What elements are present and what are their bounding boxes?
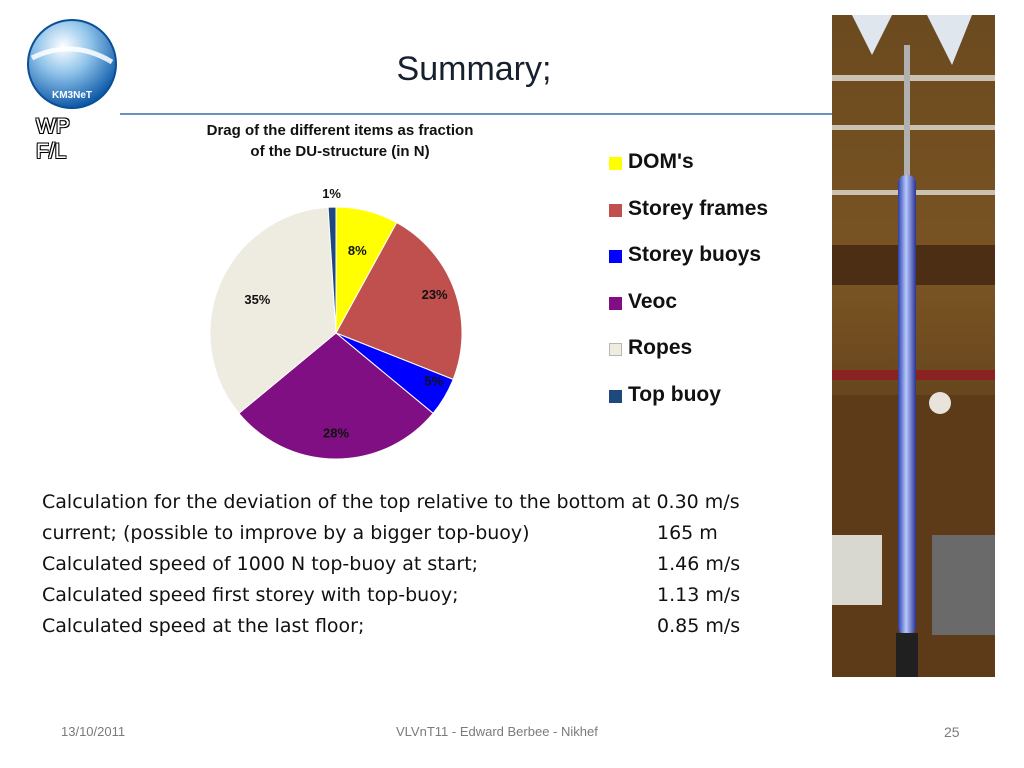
- pie-slice-veoc: [238, 332, 434, 460]
- calculation-line: Calculated speed first storey with top-b…: [42, 580, 822, 611]
- work-package-tag: WP F/L: [36, 114, 96, 164]
- legend-label: Veoc: [628, 289, 678, 313]
- pie-label-top-buoy: 1%: [322, 186, 341, 201]
- legend-swatch: [609, 296, 622, 310]
- tag-line-1: WP: [36, 115, 70, 138]
- pie-slice-ropes: [209, 206, 337, 415]
- calculation-summary: Calculation for the deviation of the top…: [42, 487, 822, 642]
- calculation-value: 1.13 m/s: [657, 584, 741, 606]
- pie-slice-top-buoy: [327, 206, 337, 334]
- legend-label: Ropes: [628, 336, 693, 359]
- calculation-text: Calculated speed of 1000 N top-buoy at s…: [42, 553, 479, 575]
- calculation-text: current; (possible to improve by a bigge…: [42, 522, 530, 544]
- drag-pie-chart: 8% 23% 5% 28% 35% 1%: [209, 186, 463, 460]
- legend-swatch: [609, 157, 622, 170]
- chart-title-line-1: Drag of the different items as fraction: [206, 122, 474, 139]
- slide-title: Summary;: [396, 50, 552, 88]
- calculation-line: Calculated speed at the last floor; 0.85 …: [42, 611, 822, 642]
- legend-label: Storey buoys: [628, 243, 762, 266]
- pie-label-storey-buoys: 5%: [424, 374, 443, 389]
- svg-text:KM3NeT: KM3NeT: [52, 90, 92, 101]
- calculation-value: 165 m: [657, 522, 718, 544]
- slide-number: 25: [944, 724, 960, 740]
- pie-slice-storey-frames: [335, 221, 463, 381]
- km3net-logo: KM3NeT: [27, 19, 117, 109]
- pie-label-ropes: 35%: [244, 292, 270, 307]
- calculation-text: Calculated speed at the last floor;: [42, 615, 365, 637]
- legend-label: Storey frames: [628, 196, 769, 220]
- chart-title-line-2: of the DU-structure (in N): [250, 143, 430, 160]
- legend-swatch: [609, 389, 622, 403]
- calculation-line: Calculated speed of 1000 N top-buoy at s…: [42, 549, 822, 580]
- title-divider: [120, 113, 832, 115]
- legend-label: DOM's: [628, 150, 694, 173]
- calculation-line: Calculation for the deviation of the top…: [42, 487, 822, 518]
- footer-author: VLVnT11 - Edward Berbee - Nikhef: [396, 724, 598, 739]
- legend-swatch: [609, 203, 622, 217]
- chart-title: Drag of the different items as fraction …: [170, 120, 510, 162]
- calculation-line: current; (possible to improve by a bigge…: [42, 518, 822, 549]
- legend-label: Top buoy: [628, 382, 721, 406]
- calculation-value: 1.46 m/s: [657, 553, 741, 575]
- calculation-value: 0.85 m/s: [657, 615, 741, 637]
- footer-date: 13/10/2011: [61, 724, 126, 739]
- pie-label-dom-s: 8%: [348, 243, 367, 258]
- pie-label-veoc: 28%: [323, 426, 349, 441]
- calculation-text: Calculation for the deviation of the top…: [42, 491, 740, 513]
- calculation-text: Calculated speed first storey with top-b…: [42, 584, 459, 606]
- tag-line-2: F/L: [36, 140, 67, 163]
- pie-label-storey-frames: 23%: [422, 287, 448, 302]
- legend-swatch: [609, 250, 622, 263]
- legend-swatch: [609, 343, 622, 356]
- detector-unit-photo: [832, 15, 995, 677]
